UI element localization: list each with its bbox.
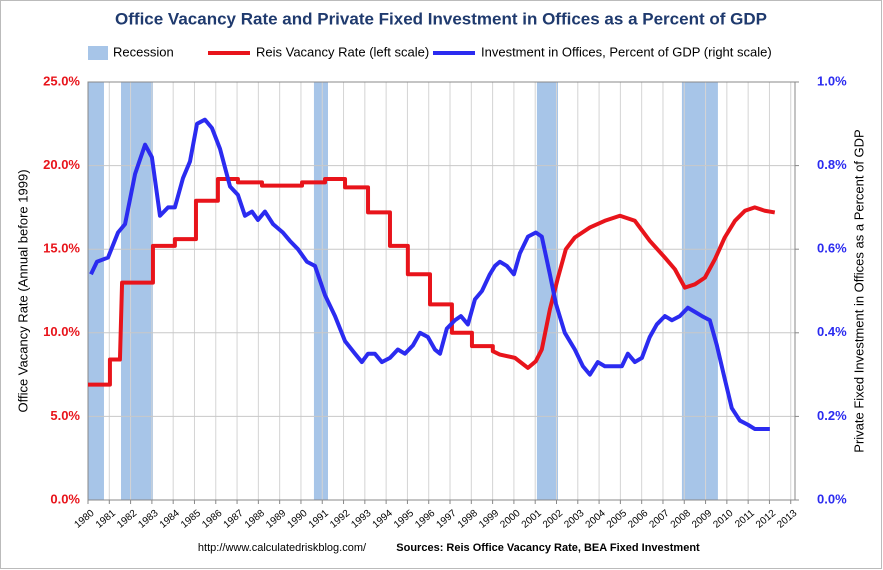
y-tick-label: 25.0% — [43, 73, 80, 88]
legend-label: Recession — [113, 44, 174, 59]
y-tick-label: 15.0% — [43, 241, 80, 256]
series-line — [89, 117, 770, 431]
recession-band — [88, 82, 104, 500]
series-line — [88, 176, 776, 387]
y2-tick-label: 0.4% — [817, 324, 847, 339]
y-tick-label: 10.0% — [43, 324, 80, 339]
plot-border — [87, 81, 796, 501]
legend-label: Investment in Offices, Percent of GDP (r… — [481, 44, 772, 59]
y2-tick-label: 0.2% — [817, 408, 847, 423]
y2-tick-label: 0.6% — [817, 241, 847, 256]
y2-tick-label: 1.0% — [817, 73, 847, 88]
chart-title: Office Vacancy Rate and Private Fixed In… — [115, 9, 767, 28]
recession-band — [536, 82, 558, 500]
legend-label: Reis Vacancy Rate (left scale) — [256, 44, 429, 59]
y-axis-title: Office Vacancy Rate (Annual before 1999) — [15, 169, 30, 412]
y2-axis-title: Private Fixed Investment in Offices as a… — [851, 129, 866, 452]
y-tick-label: 20.0% — [43, 157, 80, 172]
y-tick-label: 5.0% — [50, 408, 80, 423]
recession-band — [681, 82, 718, 500]
recession-band — [313, 82, 328, 500]
recession-band — [121, 82, 153, 500]
legend-swatch — [88, 46, 108, 60]
y-tick-label: 0.0% — [50, 491, 80, 506]
y2-tick-label: 0.0% — [817, 491, 847, 506]
footer-url: http://www.calculatedriskblog.com/ — [198, 542, 367, 554]
y2-tick-label: 0.8% — [817, 157, 847, 172]
footer-source: Sources: Reis Office Vacancy Rate, BEA F… — [396, 542, 700, 554]
